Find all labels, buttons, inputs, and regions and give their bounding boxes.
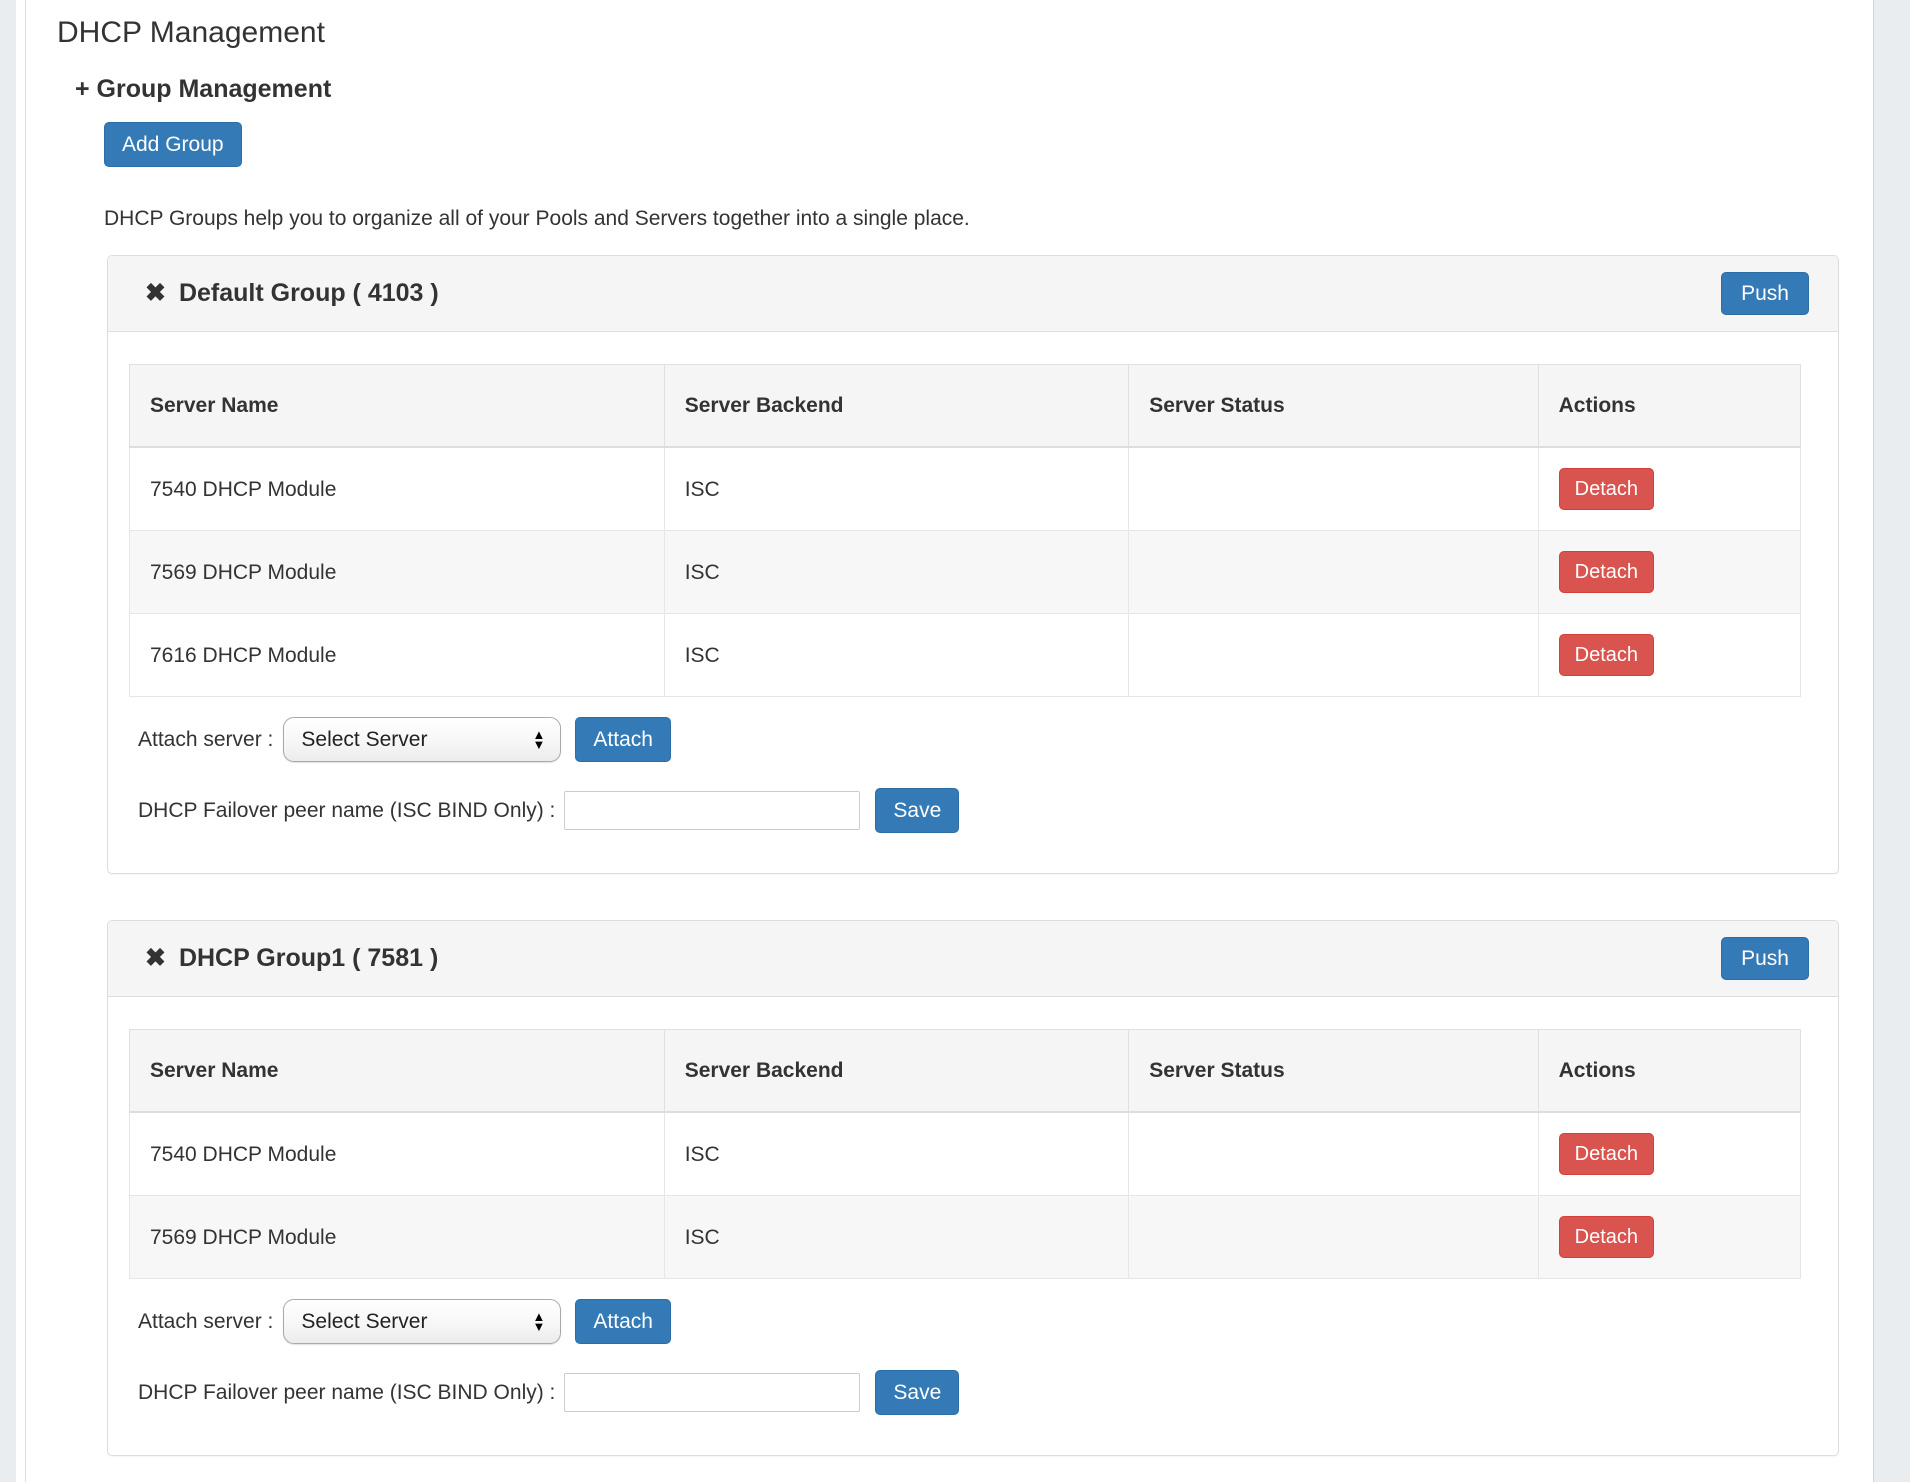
failover-peer-input[interactable] xyxy=(564,1373,861,1413)
group-management-section-title: + Group Management xyxy=(75,75,332,103)
group-panel-default-group: ✖ Default Group ( 4103 ) Push Server Nam… xyxy=(107,255,1839,875)
push-button[interactable]: Push xyxy=(1721,937,1809,981)
content-area: DHCP Management + Group Management Add G… xyxy=(25,0,1873,1482)
selected-option-label: Select Server xyxy=(301,727,428,751)
save-button[interactable]: Save xyxy=(875,1370,960,1416)
table-row: 7540 DHCP Module ISC Detach xyxy=(129,446,1802,532)
server-backend-cell: ISC xyxy=(663,446,1130,532)
failover-peer-label: DHCP Failover peer name (ISC BIND Only) … xyxy=(138,798,556,822)
detach-button[interactable]: Detach xyxy=(1558,1133,1655,1176)
page-title: DHCP Management xyxy=(57,16,325,49)
main-surface: DHCP Management + Group Management Add G… xyxy=(16,0,1874,1482)
select-server-dropdown[interactable]: Select Server ▲ ▼ xyxy=(283,717,562,763)
server-actions-cell: Detach xyxy=(1537,1195,1802,1280)
column-header-server-status: Server Status xyxy=(1128,364,1539,449)
table-header-row: Server Name Server Backend Server Status… xyxy=(129,1029,1802,1114)
group-panel-dhcp-group1: ✖ DHCP Group1 ( 7581 ) Push Server Name … xyxy=(107,920,1839,1457)
column-header-actions: Actions xyxy=(1537,364,1802,449)
detach-button[interactable]: Detach xyxy=(1558,634,1655,677)
save-button[interactable]: Save xyxy=(875,788,960,834)
server-backend-cell: ISC xyxy=(663,530,1130,615)
group-panel-body: Server Name Server Backend Server Status… xyxy=(108,997,1838,1455)
group-panel-heading: ✖ DHCP Group1 ( 7581 ) Push xyxy=(108,921,1838,998)
table-row: 7616 DHCP Module ISC Detach xyxy=(129,613,1802,698)
detach-button[interactable]: Detach xyxy=(1558,1216,1655,1259)
server-name-cell: 7616 DHCP Module xyxy=(129,613,665,698)
attach-server-label: Attach server : xyxy=(138,727,274,751)
column-header-server-name: Server Name xyxy=(129,364,665,449)
attach-server-label: Attach server : xyxy=(138,1309,274,1333)
server-status-cell xyxy=(1128,613,1539,698)
server-backend-cell: ISC xyxy=(663,613,1130,698)
server-name-cell: 7540 DHCP Module xyxy=(129,1111,665,1197)
remove-group-icon[interactable]: ✖ xyxy=(145,279,166,307)
remove-group-icon[interactable]: ✖ xyxy=(145,944,166,973)
server-actions-cell: Detach xyxy=(1537,1111,1802,1197)
server-status-cell xyxy=(1128,1111,1539,1197)
server-status-cell xyxy=(1128,1195,1539,1280)
table-row: 7569 DHCP Module ISC Detach xyxy=(129,1195,1802,1280)
server-actions-cell: Detach xyxy=(1537,613,1802,698)
attach-button[interactable]: Attach xyxy=(575,1299,671,1345)
failover-peer-label: DHCP Failover peer name (ISC BIND Only) … xyxy=(138,1380,556,1404)
server-name-cell: 7569 DHCP Module xyxy=(129,1195,665,1280)
failover-peer-input[interactable] xyxy=(564,791,861,831)
server-status-cell xyxy=(1128,530,1539,615)
column-header-actions: Actions xyxy=(1537,1029,1802,1114)
push-button[interactable]: Push xyxy=(1721,272,1809,315)
group-panel-body: Server Name Server Backend Server Status… xyxy=(108,332,1838,873)
column-header-server-backend: Server Backend xyxy=(663,364,1130,449)
groups-description: DHCP Groups help you to organize all of … xyxy=(104,207,970,230)
servers-table: Server Name Server Backend Server Status… xyxy=(129,1029,1802,1280)
updown-arrows-icon: ▲ ▼ xyxy=(532,726,546,752)
detach-button[interactable]: Detach xyxy=(1558,468,1655,511)
column-header-server-status: Server Status xyxy=(1128,1029,1539,1114)
select-server-dropdown[interactable]: Select Server ▲ ▼ xyxy=(283,1299,562,1345)
add-group-button[interactable]: Add Group xyxy=(104,122,242,167)
detach-button[interactable]: Detach xyxy=(1558,551,1655,594)
table-header-row: Server Name Server Backend Server Status… xyxy=(129,364,1802,449)
server-status-cell xyxy=(1128,446,1539,532)
server-name-cell: 7569 DHCP Module xyxy=(129,530,665,615)
server-actions-cell: Detach xyxy=(1537,530,1802,615)
group-title: DHCP Group1 ( 7581 ) xyxy=(178,943,439,972)
server-backend-cell: ISC xyxy=(663,1111,1130,1197)
server-backend-cell: ISC xyxy=(663,1195,1130,1280)
server-name-cell: 7540 DHCP Module xyxy=(129,446,665,532)
column-header-server-backend: Server Backend xyxy=(663,1029,1130,1114)
servers-table: Server Name Server Backend Server Status… xyxy=(129,364,1802,698)
updown-arrows-icon: ▲ ▼ xyxy=(532,1308,546,1334)
table-row: 7540 DHCP Module ISC Detach xyxy=(129,1111,1802,1197)
group-title: Default Group ( 4103 ) xyxy=(178,278,439,307)
selected-option-label: Select Server xyxy=(301,1309,428,1333)
attach-button[interactable]: Attach xyxy=(575,717,671,763)
server-actions-cell: Detach xyxy=(1537,446,1802,532)
table-row: 7569 DHCP Module ISC Detach xyxy=(129,530,1802,615)
group-panel-heading: ✖ Default Group ( 4103 ) Push xyxy=(108,256,1838,332)
column-header-server-name: Server Name xyxy=(129,1029,665,1114)
